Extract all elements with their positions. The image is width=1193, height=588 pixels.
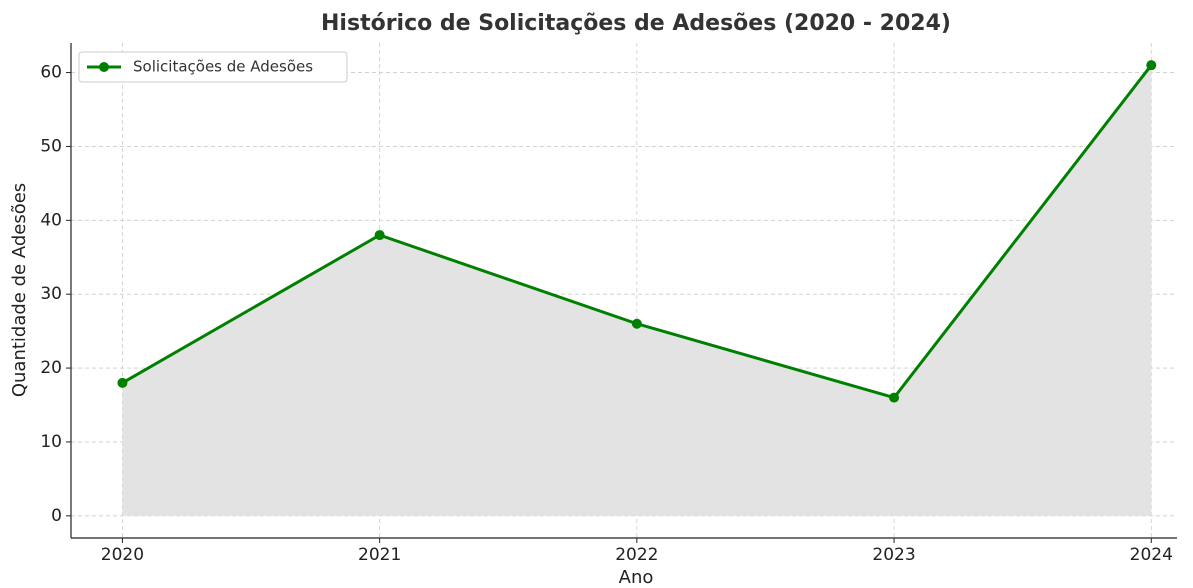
x-tick-label: 2024 [1130, 545, 1173, 565]
x-tick-label: 2021 [358, 545, 401, 565]
legend-label: Solicitações de Adesões [133, 58, 313, 76]
y-tick-label: 50 [40, 136, 62, 156]
y-tick-label: 10 [40, 432, 62, 452]
point [1146, 60, 1157, 71]
y-tick-label: 0 [51, 506, 62, 526]
legend-marker [99, 62, 109, 72]
point [889, 392, 900, 403]
chart-title: Histórico de Solicitações de Adesões (20… [321, 11, 951, 36]
y-tick-label: 40 [40, 210, 62, 230]
point [117, 377, 128, 388]
point [631, 318, 642, 329]
y-tick-label: 60 [40, 63, 62, 83]
point [374, 230, 385, 241]
legend-box [78, 51, 348, 83]
x-tick-label: 2023 [872, 545, 915, 565]
area [122, 65, 1152, 516]
y-tick-label: 30 [40, 284, 62, 304]
y-tick-label: 20 [40, 358, 62, 378]
x-tick-label: 2022 [615, 545, 658, 565]
y-axis-label: Quantidade de Adesões [9, 183, 30, 397]
x-axis-label: Ano [619, 567, 654, 588]
legend: Solicitações de Adesões [78, 51, 348, 83]
x-tick-label: 2020 [101, 545, 144, 565]
